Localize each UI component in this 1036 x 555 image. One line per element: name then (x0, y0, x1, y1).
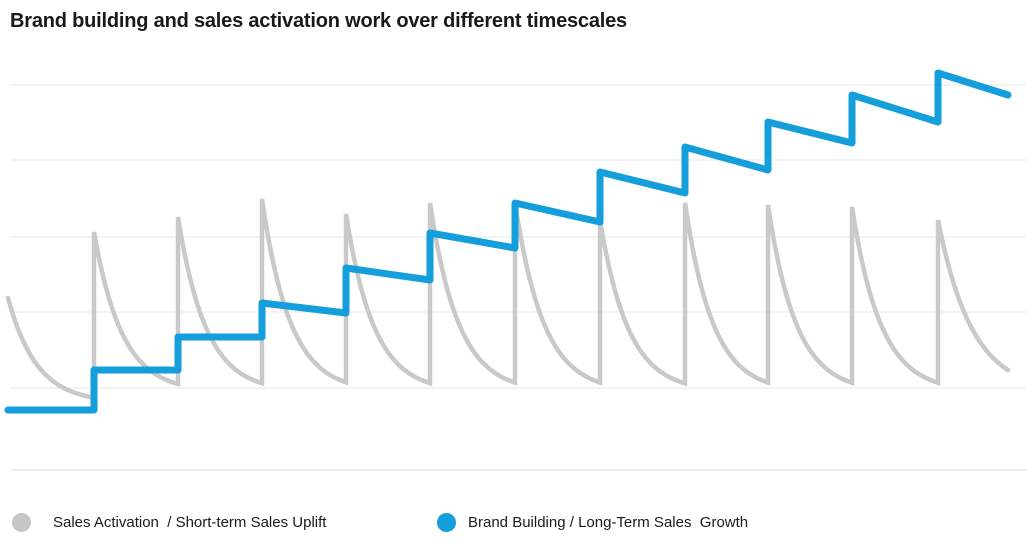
legend-item-sales-activation: Sales Activation / Short-term Sales Upli… (12, 511, 326, 533)
sales-activation-legend-label: Sales Activation / Short-term Sales Upli… (53, 513, 327, 531)
chart-title: Brand building and sales activation work… (10, 10, 627, 32)
brand-building-dot-icon (437, 512, 456, 532)
brand-building-legend-label: Brand Building / Long-Term Sales Growth (468, 513, 749, 531)
legend-item-brand-building: Brand Building / Long-Term Sales Growth (437, 511, 748, 533)
chart-legend: Sales Activation / Short-term Sales Upli… (0, 511, 1036, 535)
sales-activation-dot-icon (12, 512, 31, 532)
